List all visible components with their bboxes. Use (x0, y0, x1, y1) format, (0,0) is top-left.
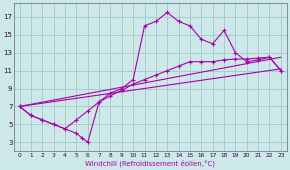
X-axis label: Windchill (Refroidissement éolien,°C): Windchill (Refroidissement éolien,°C) (85, 159, 215, 167)
